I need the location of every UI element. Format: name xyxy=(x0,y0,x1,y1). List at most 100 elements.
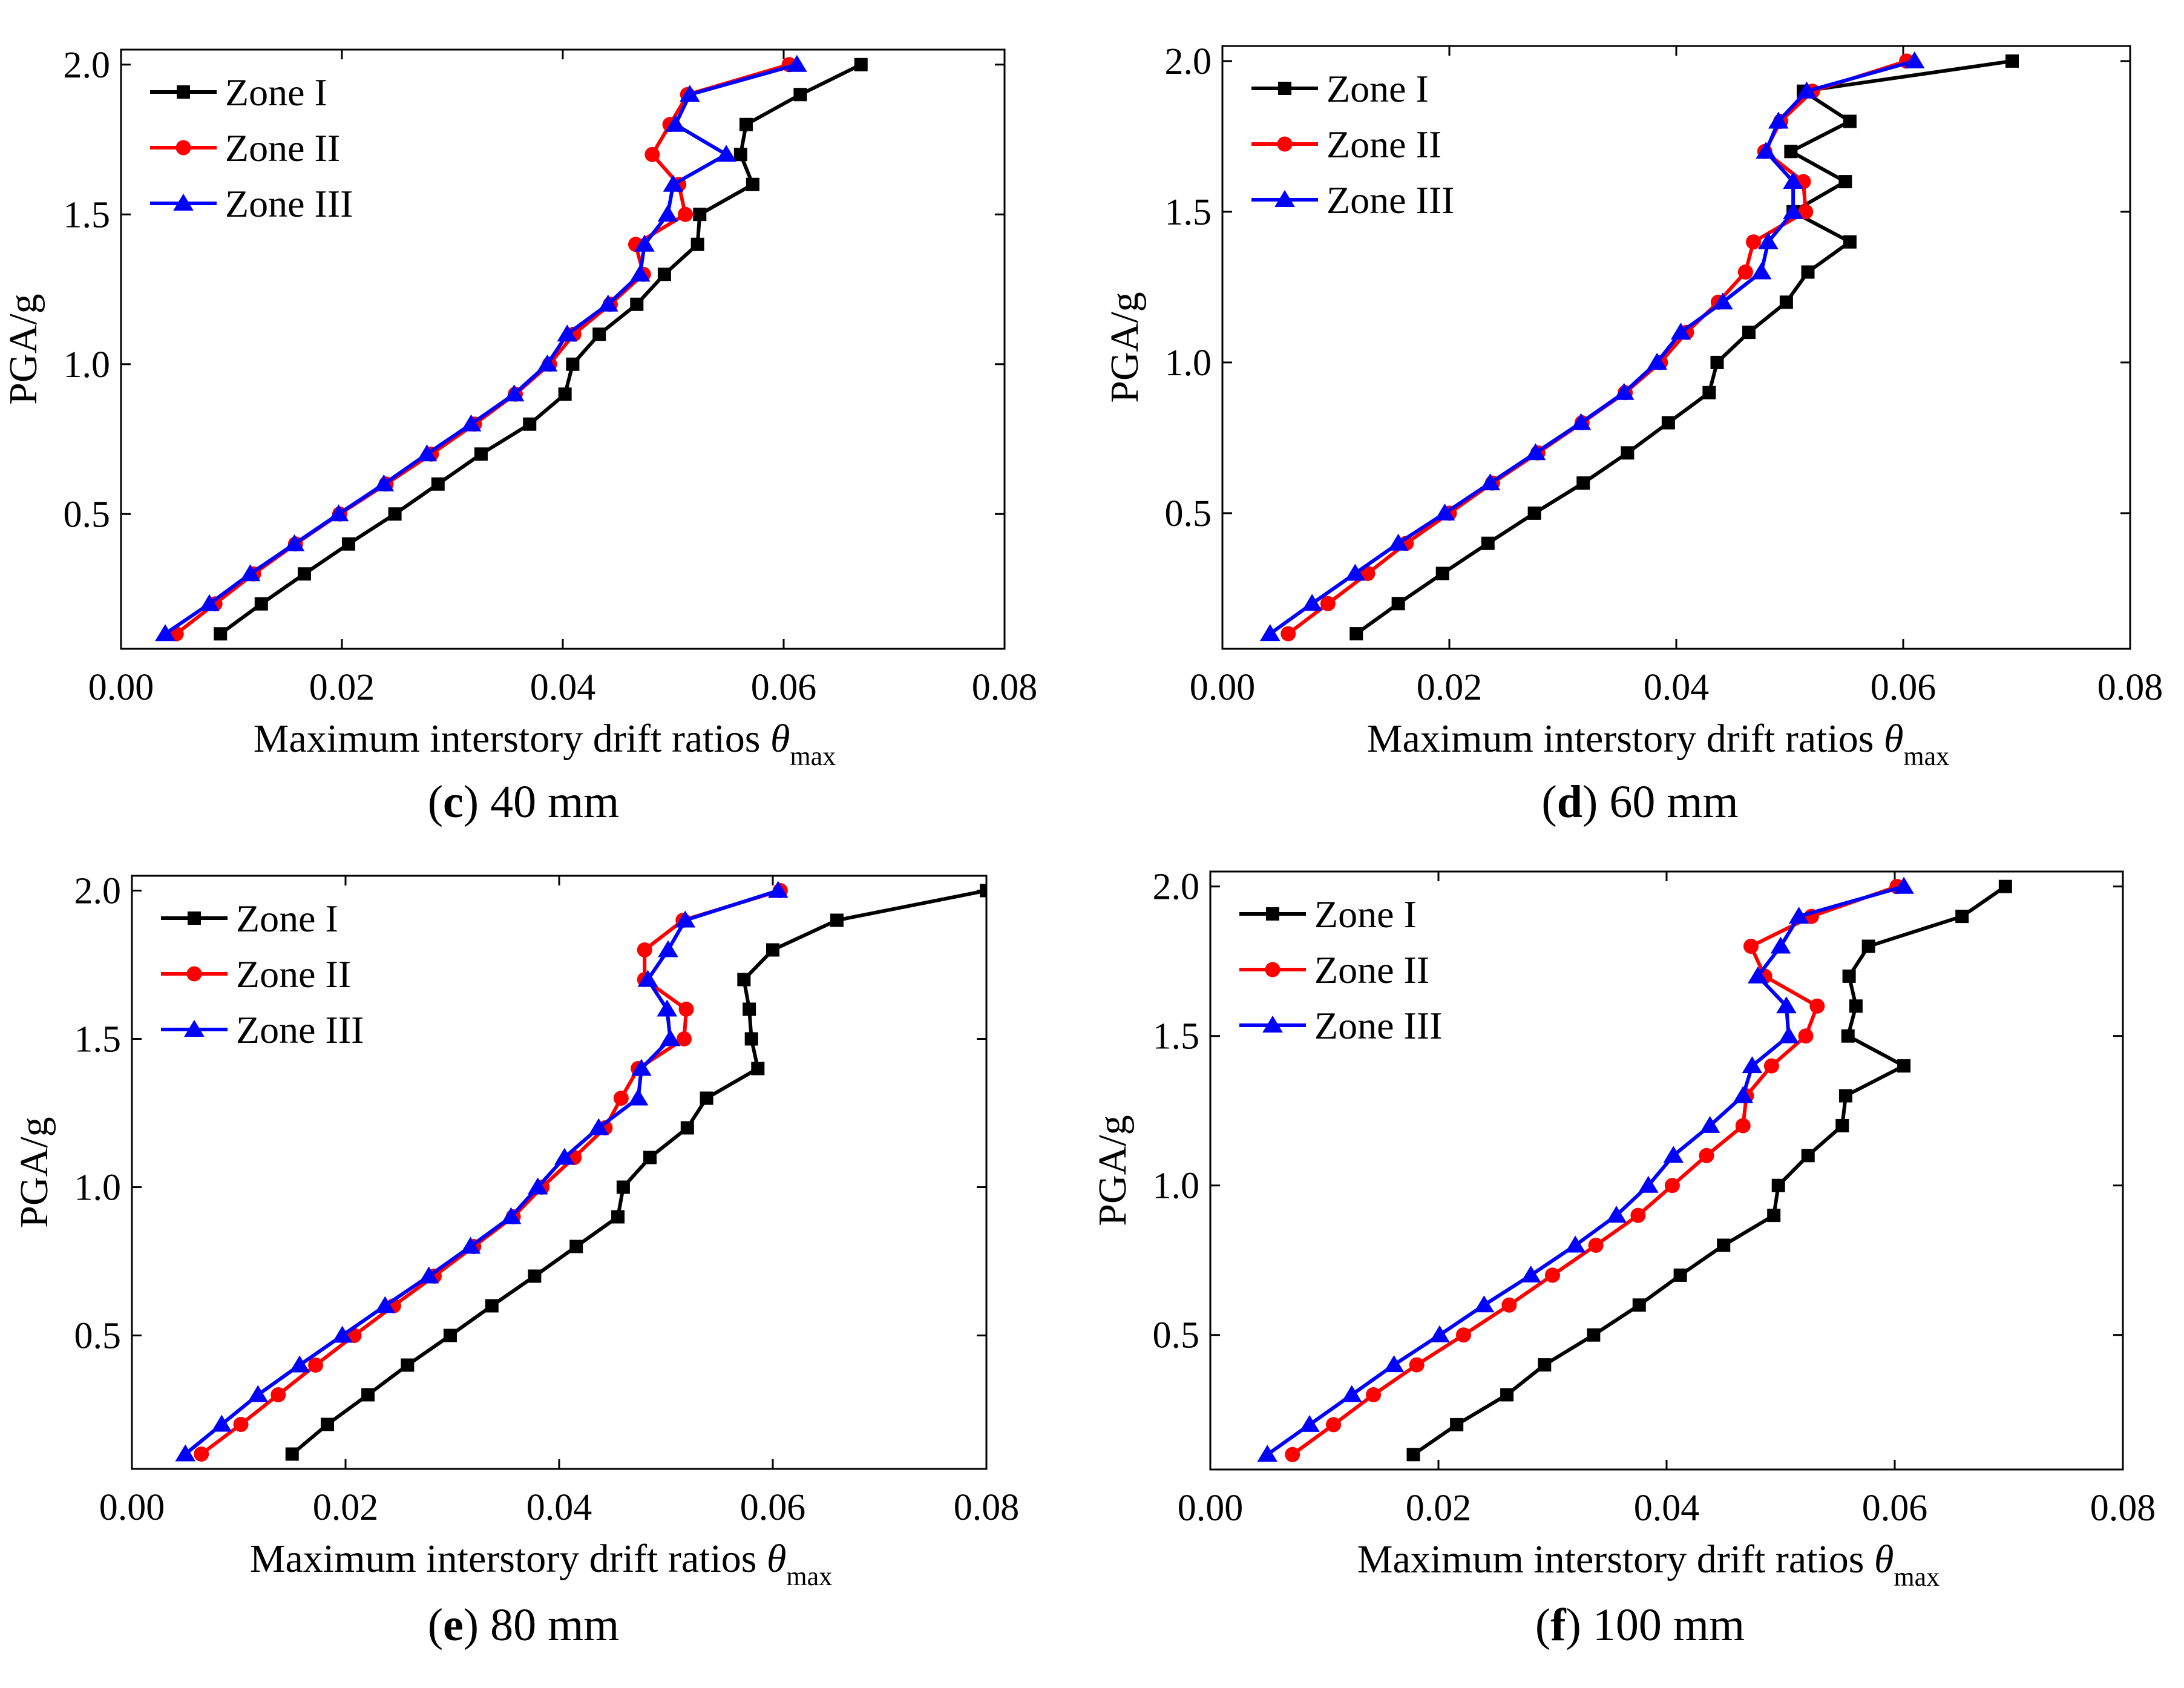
data-point-zone-i xyxy=(1587,1328,1601,1342)
data-point-zone-i xyxy=(1742,326,1756,340)
theta-symbol: θ xyxy=(1874,1537,1894,1581)
legend-marker-zone-i xyxy=(177,85,190,99)
y-tick-label: 2.0 xyxy=(1165,41,1212,82)
legend-label-zone-i: Zone I xyxy=(236,897,338,940)
data-point-zone-iii xyxy=(663,174,684,192)
data-point-zone-i xyxy=(569,1240,583,1253)
data-point-zone-ii xyxy=(233,1417,249,1432)
legend-label-zone-ii: Zone II xyxy=(225,126,340,169)
x-tick-label: 0.04 xyxy=(1634,1488,1700,1529)
data-point-zone-i xyxy=(700,1091,713,1105)
data-point-zone-iii xyxy=(332,1325,353,1343)
x-tick-label: 0.08 xyxy=(2090,1488,2156,1529)
chart-panel-d: 0.00 0.02 0.04 0.06 0.08 0.5 1.0 1.5 2.0 PGA/g Max… xyxy=(1103,41,2163,827)
data-point-zone-i xyxy=(320,1417,334,1431)
data-point-zone-i xyxy=(1841,1029,1855,1043)
data-point-zone-i xyxy=(616,1180,630,1194)
data-point-zone-ii xyxy=(1588,1238,1604,1253)
y-axis-label: PGA/g xyxy=(1103,292,1147,402)
data-point-zone-iii xyxy=(240,564,261,582)
data-point-zone-ii xyxy=(1409,1357,1425,1373)
legend-label-zone-i: Zone I xyxy=(225,71,327,114)
x-tick-label: 0.02 xyxy=(1417,667,1483,708)
data-point-zone-iii xyxy=(1713,292,1733,310)
data-point-zone-i xyxy=(854,57,868,71)
data-point-zone-iii xyxy=(660,1029,681,1046)
data-point-zone-i xyxy=(1838,175,1852,189)
y-tick-label: 2.0 xyxy=(64,45,111,86)
data-point-zone-iii xyxy=(631,1059,652,1076)
theta-symbol: θ xyxy=(767,1537,786,1581)
y-tick-label: 1.5 xyxy=(74,1019,122,1060)
data-point-zone-i xyxy=(766,943,779,957)
chart-panel-c: 0.00 0.02 0.04 0.06 0.08 0.5 1.0 1.5 2.0 PGA/g Max… xyxy=(1,45,1037,827)
x-tick-label: 0.02 xyxy=(1406,1488,1472,1529)
data-point-zone-i xyxy=(254,597,268,611)
chart-panel-f: 0.00 0.02 0.04 0.06 0.08 0.5 1.0 1.5 2.0 PGA/g Max… xyxy=(1090,867,2156,1650)
data-point-zone-i xyxy=(2005,54,2019,68)
series-layer xyxy=(175,881,986,1462)
data-point-zone-iii xyxy=(1299,1414,1320,1432)
data-point-zone-ii xyxy=(1798,204,1814,220)
data-point-zone-iii xyxy=(657,205,678,222)
data-point-zone-i xyxy=(1842,969,1856,983)
data-point-zone-iii xyxy=(1904,51,1925,68)
data-point-zone-iii xyxy=(503,384,525,402)
data-point-zone-i xyxy=(1621,446,1635,460)
x-axis-label-text: Maximum interstory drift ratios xyxy=(250,1537,767,1581)
data-point-zone-i xyxy=(693,208,707,222)
legend-label-zone-ii: Zone II xyxy=(236,953,351,996)
data-point-zone-i xyxy=(1779,295,1793,309)
data-point-zone-ii xyxy=(1746,234,1761,250)
data-point-zone-i xyxy=(1843,114,1857,128)
legend-marker-zone-i xyxy=(1266,907,1279,921)
data-point-zone-iii xyxy=(634,234,655,252)
x-tick-label: 0.06 xyxy=(740,1487,806,1528)
legend-marker-zone-ii xyxy=(186,966,202,982)
data-point-zone-i xyxy=(528,1269,542,1283)
data-point-zone-ii xyxy=(1699,1148,1714,1163)
data-point-zone-iii xyxy=(1525,443,1546,461)
data-point-zone-i xyxy=(1406,1448,1420,1462)
data-point-zone-iii xyxy=(1345,563,1366,581)
data-point-zone-ii xyxy=(1360,566,1376,581)
data-point-zone-iii xyxy=(460,1236,481,1254)
chart-panel-e: 0.00 0.02 0.04 0.06 0.08 0.5 1.0 1.5 2.0 PGA/g Max… xyxy=(12,871,1019,1651)
data-point-zone-i xyxy=(1767,1209,1781,1223)
legend: Zone I Zone II Zone III xyxy=(1251,67,1454,222)
data-point-zone-iii xyxy=(1570,413,1592,430)
data-point-zone-i xyxy=(474,447,488,461)
data-point-zone-iii xyxy=(598,294,618,312)
data-point-zone-iii xyxy=(1699,1115,1720,1133)
data-point-zone-i xyxy=(1801,265,1815,279)
data-point-zone-iii xyxy=(554,1148,575,1165)
data-point-zone-iii xyxy=(1257,1445,1278,1462)
data-point-zone-i xyxy=(485,1299,499,1313)
data-point-zone-ii xyxy=(1798,1028,1814,1044)
data-point-zone-i xyxy=(733,148,747,162)
data-point-zone-ii xyxy=(1366,1387,1382,1402)
legend-label-zone-ii: Zone II xyxy=(1314,948,1429,991)
data-point-zone-i xyxy=(401,1358,415,1372)
data-point-zone-i xyxy=(214,627,228,641)
data-point-zone-i xyxy=(361,1388,375,1402)
data-point-zone-i xyxy=(1349,627,1363,641)
x-tick-label: 0.00 xyxy=(99,1487,165,1528)
y-tick-label: 0.5 xyxy=(1165,493,1212,534)
data-point-zone-i xyxy=(566,357,580,371)
data-point-zone-iii xyxy=(658,940,678,957)
panel-caption-letter: c xyxy=(443,777,464,827)
data-point-zone-i xyxy=(558,387,572,401)
data-point-zone-ii xyxy=(1320,596,1336,611)
data-point-zone-ii xyxy=(644,146,660,162)
panel-caption-letter: f xyxy=(1550,1600,1567,1650)
data-point-zone-ii xyxy=(1285,1447,1300,1462)
x-tick-label: 0.06 xyxy=(1862,1488,1928,1529)
data-point-zone-iii xyxy=(248,1385,269,1402)
data-point-zone-iii xyxy=(1776,996,1797,1014)
x-tick-label: 0.08 xyxy=(972,667,1038,708)
x-axis-label-subscript: max xyxy=(790,741,836,771)
data-point-zone-iii xyxy=(1474,1295,1495,1313)
data-point-zone-iii xyxy=(557,324,578,342)
data-point-zone-i xyxy=(1835,1118,1849,1132)
